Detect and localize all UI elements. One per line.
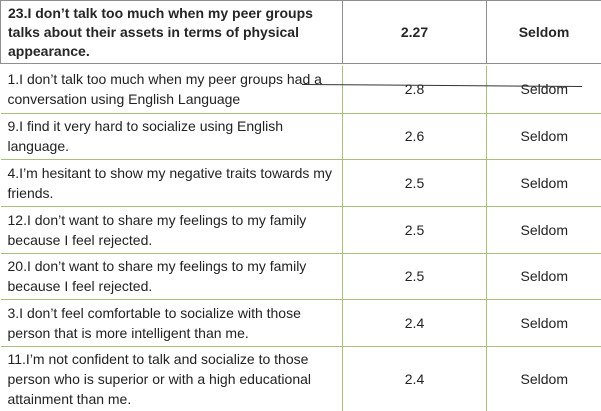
interpretation-cell: Seldom: [486, 253, 601, 300]
table-row: 9.I find it very hard to socialize using…: [0, 113, 601, 160]
table-row: 20.I don’t want to share my feelings to …: [0, 253, 601, 300]
interpretation-cell: Seldom: [486, 299, 601, 347]
header-statement-cell: 23.I don’t talk too much when my peer gr…: [0, 0, 343, 64]
table-row: 11.I’m not confident to talk and sociali…: [0, 346, 601, 411]
statement-cell: 1.I don’t talk too much when my peer gro…: [0, 66, 343, 114]
statement-cell: 12.I don’t want to share my feelings to …: [0, 206, 343, 254]
table-row: 1.I don’t talk too much when my peer gro…: [0, 66, 601, 114]
statement-cell: 3.I don’t feel comfortable to socialize …: [0, 299, 343, 347]
mean-cell: 2.5: [342, 206, 487, 254]
interpretation-cell: Seldom: [486, 66, 601, 114]
interpretation-cell: Seldom: [486, 159, 601, 207]
table-row: 12.I don’t want to share my feelings to …: [0, 206, 601, 254]
mean-cell: 2.5: [342, 253, 487, 300]
statement-cell: 9.I find it very hard to socialize using…: [0, 113, 343, 160]
interpretation-cell: Seldom: [486, 346, 601, 411]
mean-cell: 2.5: [342, 159, 487, 207]
mean-cell: 2.4: [342, 346, 487, 411]
mean-cell: 2.8: [342, 66, 487, 114]
mean-cell: 2.6: [342, 113, 487, 160]
interpretation-cell: Seldom: [486, 206, 601, 254]
table-row: 3.I don’t feel comfortable to socialize …: [0, 299, 601, 347]
statement-cell: 11.I’m not confident to talk and sociali…: [0, 346, 343, 411]
mean-cell: 2.4: [342, 299, 487, 347]
header-row: 23.I don’t talk too much when my peer gr…: [0, 0, 601, 64]
statement-cell: 4.I’m hesitant to show my negative trait…: [0, 159, 343, 207]
table-row: 4.I’m hesitant to show my negative trait…: [0, 159, 601, 207]
header-mean-cell: 2.27: [342, 0, 487, 64]
statement-cell: 20.I don’t want to share my feelings to …: [0, 253, 343, 300]
interpretation-cell: Seldom: [486, 113, 601, 160]
header-interpretation-cell: Seldom: [486, 0, 601, 64]
